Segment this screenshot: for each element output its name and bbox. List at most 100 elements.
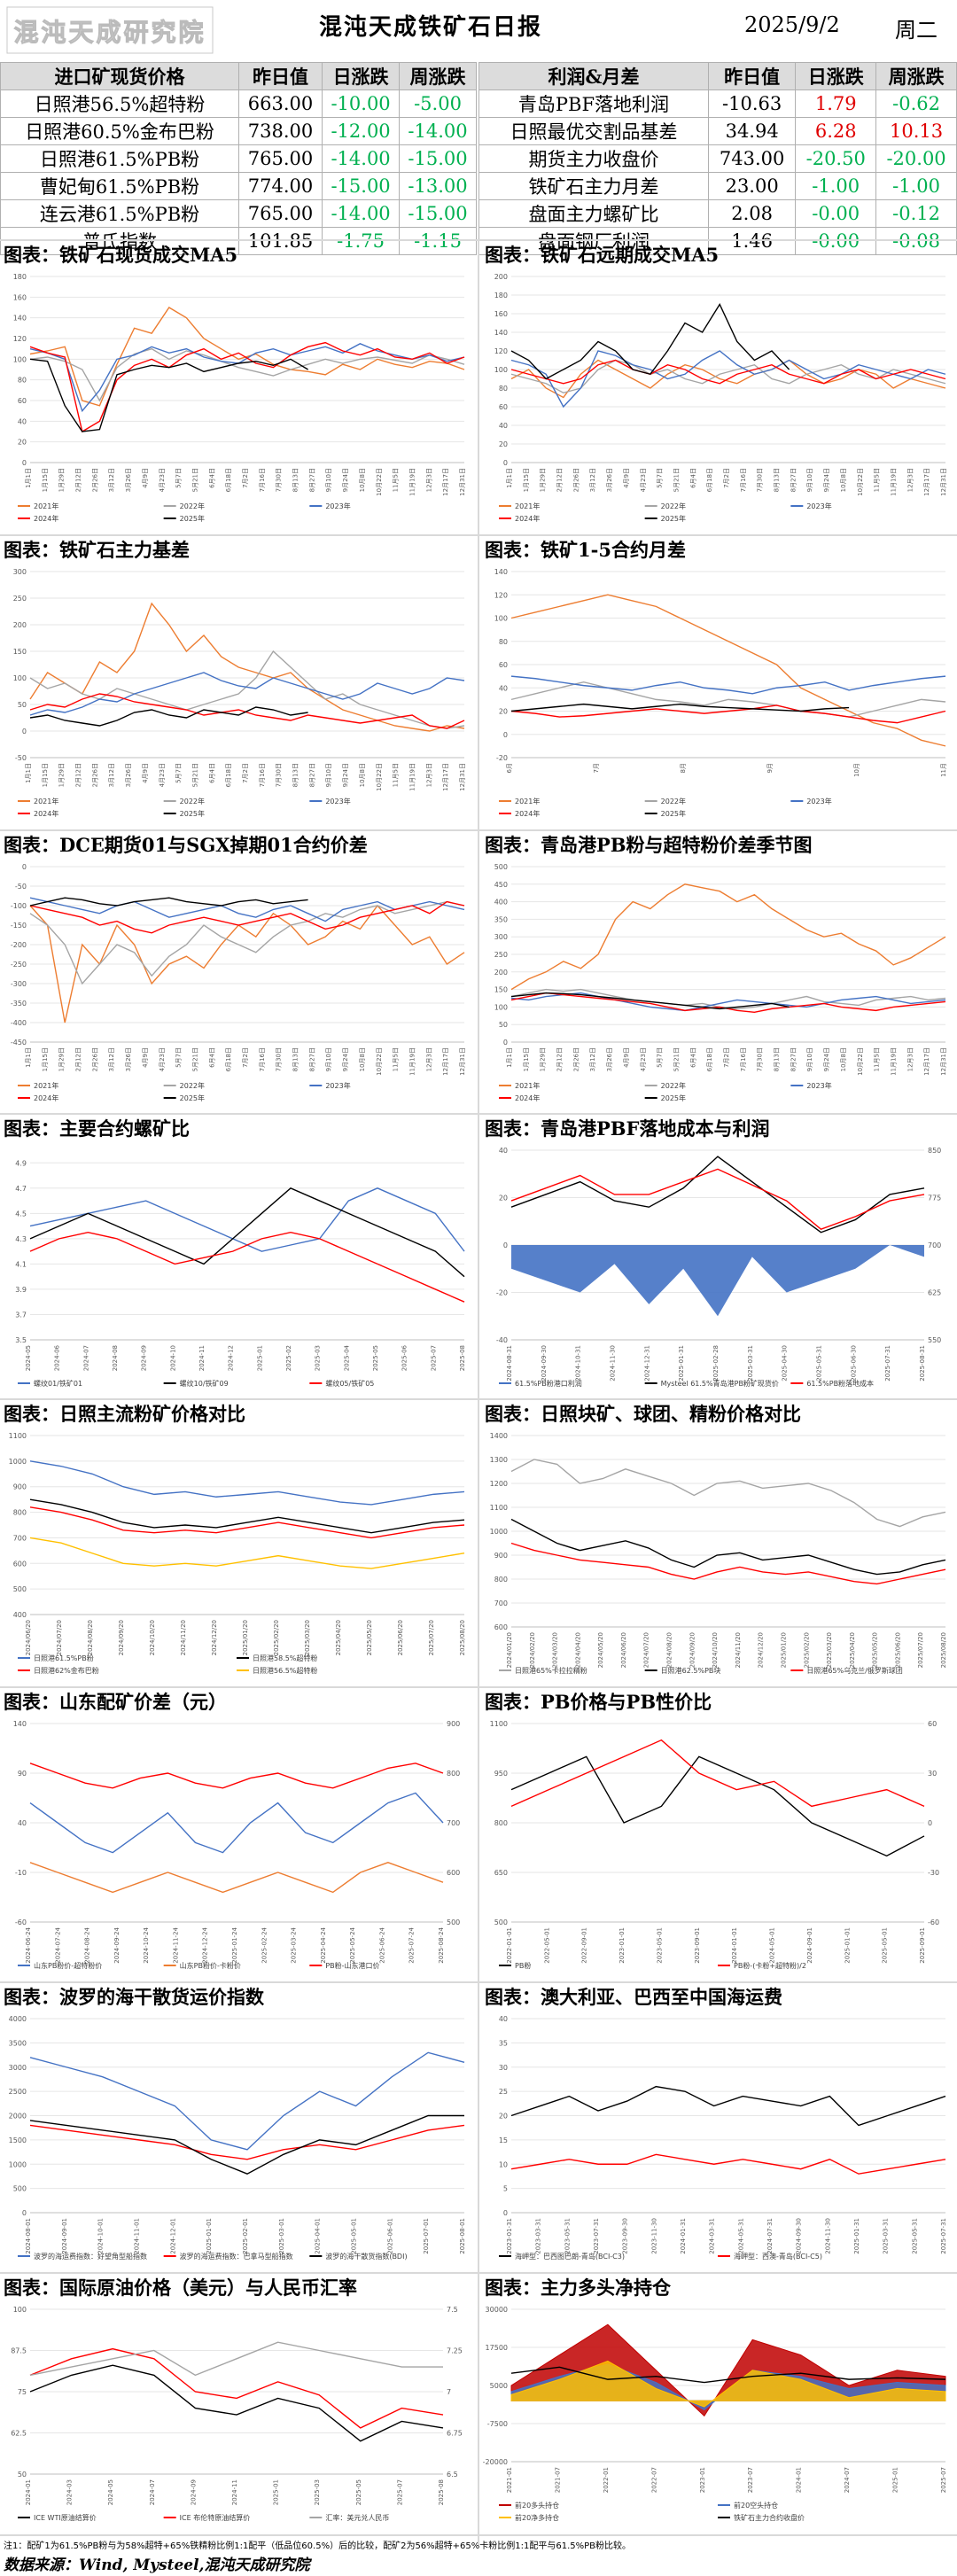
chart-panel: 图表：波罗的海干散货运价指数 0 500 1000 1500 2000 2500 3000 35…: [0, 1983, 475, 2271]
series-line: [510, 2366, 946, 2384]
series-line: [29, 358, 308, 432]
legend-label: 螺纹10/铁矿09: [180, 1379, 229, 1388]
legend-label: 日照港61.5%PB粉: [34, 1654, 94, 1662]
x-tick-label: 2021-01: [506, 2467, 513, 2493]
table-row: 青岛PBF落地利润 -10.63 1.79 -0.62: [478, 89, 957, 118]
x-tick-label: 1月15日: [523, 468, 530, 492]
chart-svg: 400 500 600 700 800 900 1000 1100 2024/06/20 2024…: [9, 1432, 466, 1675]
legend-label: 日照港56.5%超特粉: [253, 1666, 317, 1675]
x-tick-label: 2025-01: [256, 1345, 263, 1371]
x-tick-label: 4月9日: [623, 1047, 630, 1068]
chart-title: 图表：日照块矿、球团、精粉价格对比: [485, 1403, 801, 1425]
footnote: 注1：配矿1为61.5%PB粉与为58%超特+65%铁精粉比例1:1配平（低品位…: [4, 2541, 632, 2551]
x-tick-label: 9月10日: [806, 468, 813, 492]
cell-name: 铁矿石主力月差: [478, 172, 709, 200]
x-tick-label: 2025-09-01: [919, 1927, 926, 1964]
x-tick-label: 2025-07-31: [940, 2218, 947, 2254]
legend-label: 日照港62.5%PB块: [661, 1666, 721, 1675]
legend-label: 2024年: [515, 1093, 540, 1102]
y-tick-label: 500: [494, 1918, 508, 1926]
cell-name: 日照港56.5%超特粉: [0, 89, 239, 118]
x-tick-label: 2024-06: [54, 1344, 61, 1371]
x-tick-label: 2025-05-01: [351, 2218, 358, 2254]
cell-value: 101.85: [237, 227, 323, 255]
y-tick-label: 500: [13, 2185, 27, 2193]
row-divider: [0, 1981, 957, 1983]
series-line: [510, 359, 946, 393]
y-tick-label: 140: [494, 329, 508, 337]
legend-label: 波罗的海干散货指数(BDI): [325, 2252, 407, 2261]
x-tick-label: 4月23日: [640, 1047, 647, 1071]
y-tick-label: 1000: [9, 1458, 27, 1466]
legend-label: 山东PB粉价-超特粉价: [34, 1961, 102, 1970]
legend-label: PB粉-山东港口价: [325, 1961, 379, 1970]
x-tick-label: 9月24日: [823, 468, 830, 492]
y-tick-label: 3000: [9, 2064, 27, 2072]
y-tick-label: 15: [499, 2136, 508, 2144]
y-tick-label: 60: [499, 661, 508, 669]
y-tick-label: 30: [499, 2064, 508, 2072]
legend-label: 山东PB粉价-卡粉价: [180, 1961, 241, 1970]
x-tick-label: 3月12日: [108, 468, 115, 492]
series-line: [510, 1739, 925, 1808]
x-tick-label: 11月5日: [393, 468, 400, 492]
x-tick-label: 2023-01: [699, 2467, 706, 2493]
x-tick-label: 2024/02/20: [529, 1632, 536, 1668]
legend-label: 2023年: [806, 797, 831, 805]
x-tick-label: 2024-10: [169, 1345, 176, 1371]
chart-title: 图表：青岛港PB粉与超特粉价差季节图: [485, 834, 813, 856]
y-tick-label: 450: [494, 881, 508, 889]
x-tick-label: 7月30日: [276, 468, 283, 492]
x-tick-label: 2024-09: [141, 1345, 148, 1371]
x-tick-label: 12月17日: [442, 763, 449, 791]
legend-label: 2023年: [806, 502, 831, 510]
x-tick-label: 9月10日: [325, 763, 332, 787]
x-tick-label: 8月27日: [308, 1047, 315, 1071]
legend-label: 日照港65%卡拉拉精粉: [515, 1666, 587, 1675]
row-divider: [0, 1113, 957, 1115]
chart-panel: 图表：PB价格与PB性价比 500 650 800 950 1100 -60 -30 0 30 60…: [481, 1688, 956, 1981]
y-tick-label: 2500: [9, 2088, 27, 2096]
x-tick-label: 2024/11/20: [180, 1620, 187, 1655]
x-tick-label: 2025-02-24: [261, 1926, 268, 1963]
legend-label: PB粉-(卡粉+超特粉)/2: [734, 1961, 806, 1970]
chart-panel: 图表：澳大利亚、巴西至中国海运费 0 5 10 15 20 25 30 35 40 2023-01-…: [481, 1983, 956, 2271]
chart-title: 图表：国际原油价格（美元）与人民币汇率: [4, 2276, 357, 2299]
y-tick-label: -350: [11, 1000, 27, 1008]
y-tick-label: -300: [11, 980, 27, 988]
x-tick-label: 2025-01: [273, 2479, 280, 2505]
cell-day: -1.75: [322, 227, 401, 255]
y2-tick-label: 700: [447, 1819, 460, 1827]
col-header: 昨日值: [237, 62, 323, 90]
y-tick-label: 40: [499, 1147, 508, 1155]
y-tick-label: 250: [13, 595, 27, 603]
series-line: [29, 1537, 465, 1569]
x-tick-label: 2024/10/20: [712, 1632, 719, 1668]
y-tick-label: 120: [494, 591, 508, 599]
series-line: [510, 703, 850, 712]
x-tick-label: 2024-08: [112, 1345, 119, 1371]
y-tick-label: 4000: [9, 2015, 27, 2023]
y2-tick-label: 900: [447, 1720, 460, 1728]
x-tick-label: 2024/12/20: [758, 1632, 765, 1668]
chart-svg: 50 62.5 75 87.5 100 6.5 6.75 7 7.25 7.5 2024-01 202…: [11, 2306, 463, 2522]
x-tick-label: 7月16日: [259, 1047, 266, 1071]
legend-label: 2022年: [661, 797, 686, 805]
x-tick-label: 2024-07: [149, 2479, 156, 2505]
x-tick-label: 4月9日: [623, 468, 630, 488]
x-tick-label: 2025-02-01: [242, 2218, 249, 2254]
y-tick-label: -7500: [487, 2420, 508, 2428]
series-line: [510, 704, 946, 724]
legend-label: 日照港62%金布巴粉: [34, 1666, 99, 1675]
x-tick-label: 8月13日: [774, 468, 781, 492]
cell-value: 765.00: [237, 144, 323, 173]
x-tick-label: 12月31日: [459, 468, 466, 496]
series-line: [510, 1156, 925, 1234]
x-tick-label: 6月4日: [689, 1047, 696, 1068]
x-tick-label: 2022-05-01: [543, 1927, 550, 1964]
x-tick-label: 2024-07-24: [54, 1926, 61, 1963]
series-line: [510, 1459, 946, 1528]
x-tick-label: 2024/10/20: [149, 1620, 156, 1655]
x-tick-label: 1月1日: [506, 468, 513, 488]
x-tick-label: 2023-11-30: [650, 2218, 657, 2254]
